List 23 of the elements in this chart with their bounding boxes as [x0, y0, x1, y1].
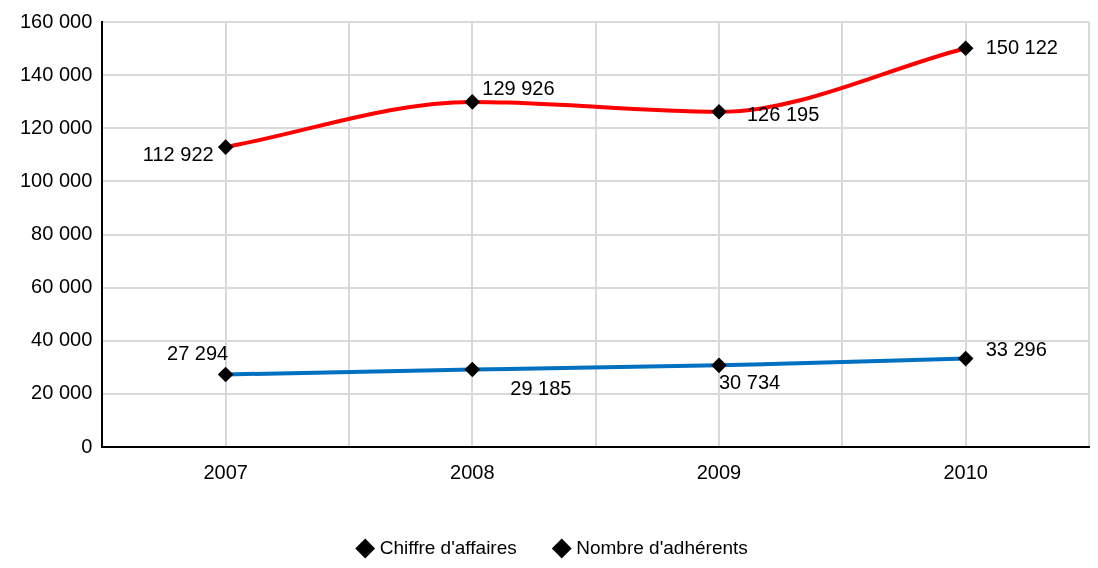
y-tick-label: 40 000	[31, 328, 93, 351]
data-label: 29 185	[510, 376, 572, 399]
y-tick-label: 120 000	[20, 115, 93, 138]
data-label: 126 195	[746, 103, 820, 126]
x-tick-label: 2009	[696, 460, 742, 483]
data-label: 30 734	[718, 370, 781, 393]
y-tick-label: 80 000	[31, 222, 93, 245]
y-tick-label: 60 000	[31, 275, 93, 298]
data-label: 33 296	[985, 338, 1047, 361]
y-tick-label: 100 000	[20, 168, 93, 191]
y-tick-label: 0	[81, 434, 93, 457]
data-label: 27 294	[167, 342, 229, 365]
data-label: 112 922	[142, 142, 214, 165]
x-tick-label: 2008	[450, 460, 495, 483]
y-tick-label: 160 000	[20, 9, 93, 32]
y-tick-label: 140 000	[20, 62, 93, 85]
data-label: 129 926	[482, 77, 555, 100]
y-tick-label: 20 000	[31, 381, 93, 404]
data-label: 150 122	[985, 35, 1058, 58]
legend-label: Chiffre d'affaires	[379, 536, 517, 558]
x-tick-label: 2010	[943, 460, 988, 483]
legend-label: Nombre d'adhérents	[576, 536, 748, 558]
x-tick-label: 2007	[203, 460, 248, 483]
